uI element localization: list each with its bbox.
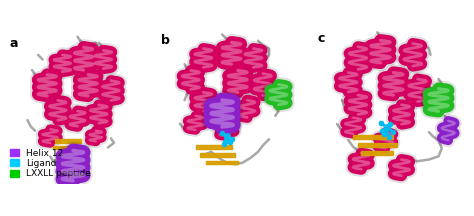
Polygon shape bbox=[200, 153, 235, 157]
Polygon shape bbox=[53, 146, 78, 149]
Polygon shape bbox=[361, 151, 393, 155]
Legend: Helix 12, Ligand, LXXLL peptide: Helix 12, Ligand, LXXLL peptide bbox=[9, 148, 92, 179]
Polygon shape bbox=[200, 153, 235, 157]
Polygon shape bbox=[55, 140, 81, 143]
Text: b: b bbox=[161, 35, 170, 48]
Polygon shape bbox=[358, 143, 397, 147]
Polygon shape bbox=[207, 161, 238, 164]
Polygon shape bbox=[353, 135, 393, 139]
Polygon shape bbox=[53, 146, 78, 149]
Polygon shape bbox=[196, 145, 231, 149]
Polygon shape bbox=[207, 161, 238, 164]
Polygon shape bbox=[358, 143, 397, 147]
Polygon shape bbox=[196, 145, 231, 149]
Text: a: a bbox=[9, 37, 18, 50]
Text: c: c bbox=[318, 32, 325, 45]
Polygon shape bbox=[55, 140, 81, 143]
Polygon shape bbox=[361, 151, 393, 155]
Polygon shape bbox=[353, 135, 393, 139]
